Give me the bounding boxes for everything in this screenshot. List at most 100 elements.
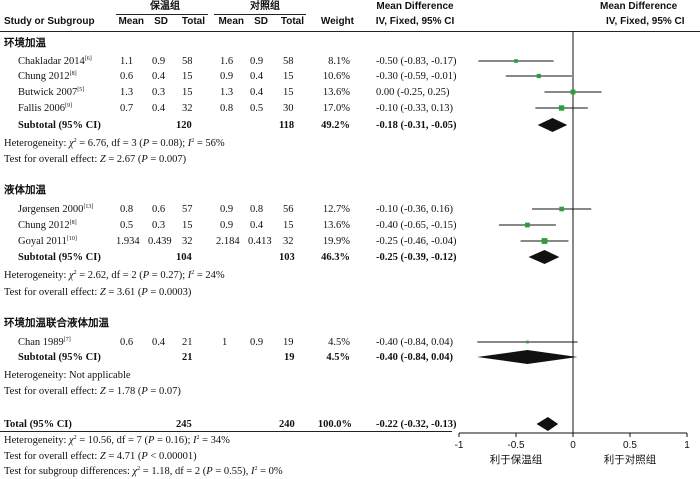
exp-mean: 0.8 — [120, 204, 134, 215]
study-name: Goyal 2011[10] — [18, 236, 77, 247]
exp-mean: 0.5 — [120, 220, 134, 231]
col-md-plot: Mean Difference — [600, 1, 678, 12]
study-name: Chakladar 2014[6] — [18, 56, 92, 67]
study-weight: 13.6% — [322, 87, 350, 98]
study-weight: 12.7% — [322, 204, 350, 215]
subtotal-exp-total: 120 — [176, 120, 192, 131]
subtotal-diamond — [477, 350, 578, 364]
subtotal-ctl-total: 103 — [279, 252, 295, 263]
subtotal-label: Subtotal (95% CI) — [18, 120, 101, 131]
study-weight: 10.6% — [322, 71, 350, 82]
subtotal-ctl-total: 19 — [284, 352, 295, 363]
study-name: Chung 2012[8] — [18, 71, 77, 82]
ctl-sd: 0.4 — [250, 220, 264, 231]
exp-total: 32 — [182, 236, 193, 247]
col-total-exp: Total — [181, 16, 205, 27]
x-tick-label: 0 — [570, 440, 576, 451]
study-name: Fallis 2006[9] — [18, 103, 72, 114]
study-weight: 19.9% — [322, 236, 350, 247]
study-ci: 0.00 (-0.25, 0.25) — [376, 87, 450, 98]
total-ctl-total: 240 — [279, 419, 295, 430]
subgroup-title: 液体加温 — [4, 184, 46, 196]
exp-mean: 1.934 — [116, 236, 140, 247]
ctl-mean: 0.9 — [220, 71, 234, 82]
heterogeneity-text: Heterogeneity: Not applicable — [4, 370, 131, 381]
study-effect-marker — [559, 206, 564, 212]
exp-mean: 1.3 — [120, 87, 134, 98]
exp-sd: 0.439 — [148, 236, 172, 247]
exp-sd: 0.3 — [152, 87, 166, 98]
exp-sd: 0.9 — [152, 56, 166, 67]
subtotal-label: Subtotal (95% CI) — [18, 352, 101, 363]
study-ci: -0.40 (-0.65, -0.15) — [376, 220, 457, 231]
ctl-total: 15 — [283, 220, 294, 231]
exp-total: 58 — [182, 56, 193, 67]
study-ci: -0.30 (-0.59, -0.01) — [376, 71, 457, 82]
exp-mean: 1.1 — [120, 56, 134, 67]
ctl-mean: 1.3 — [220, 87, 234, 98]
x-tick-label: -1 — [455, 440, 464, 451]
total-weight: 100.0% — [317, 419, 352, 430]
subtotal-weight: 4.5% — [326, 352, 350, 363]
exp-total: 32 — [182, 103, 193, 114]
ctl-total: 56 — [283, 204, 294, 215]
study-name: Jørgensen 2000[13] — [18, 204, 94, 215]
study-effect-marker — [525, 222, 530, 228]
exp-mean: 0.7 — [120, 103, 134, 114]
study-weight: 17.0% — [322, 103, 350, 114]
study-ci: -0.50 (-0.83, -0.17) — [376, 56, 457, 67]
ctl-mean: 0.9 — [220, 220, 234, 231]
col-study: Study or Subgroup — [4, 16, 95, 27]
study-name: Chung 2012[8] — [18, 220, 77, 231]
subtotal-weight: 49.2% — [321, 120, 350, 131]
subtotal-ci: -0.25 (-0.39, -0.12) — [376, 252, 457, 263]
col-total-ctl: Total — [280, 16, 304, 27]
total-diamond — [536, 417, 559, 431]
overall-effect-text: Test for overall effect: Z = 3.61 (P = 0… — [4, 287, 192, 298]
exp-total: 21 — [182, 337, 193, 348]
col-sd-exp: SD — [154, 16, 168, 27]
exp-mean: 0.6 — [120, 337, 134, 348]
total-exp-total: 245 — [176, 419, 192, 430]
total-heterogeneity-text: Heterogeneity: χ2 = 10.56, df = 7 (P = 0… — [4, 435, 230, 446]
favours-right-label: 利于对照组 — [604, 453, 657, 466]
ctl-mean: 1.6 — [220, 56, 234, 67]
exp-total: 15 — [182, 220, 193, 231]
study-name: Butwick 2007[5] — [18, 87, 85, 98]
subgroup-title: 环境加温联合液体加温 — [4, 317, 109, 329]
ctl-mean: 2.184 — [216, 236, 240, 247]
exp-group-underline — [116, 14, 208, 15]
overall-effect-text: Test for overall effect: Z = 1.78 (P = 0… — [4, 386, 181, 397]
ctl-sd: 0.8 — [250, 204, 264, 215]
col-md-text: Mean Difference — [376, 1, 454, 12]
study-effect-marker — [514, 59, 518, 63]
ctl-total: 15 — [283, 71, 294, 82]
x-tick-label: -0.5 — [507, 440, 525, 451]
col-mean-exp: Mean — [118, 16, 144, 27]
overall-effect-text: Test for overall effect: Z = 2.67 (P = 0… — [4, 154, 187, 165]
ctl-sd: 0.9 — [250, 56, 264, 67]
study-effect-marker — [570, 89, 576, 95]
ctl-group-underline — [214, 14, 306, 15]
subtotal-ctl-total: 118 — [279, 120, 295, 131]
ctl-sd: 0.9 — [250, 337, 264, 348]
ctl-mean: 0.8 — [220, 103, 234, 114]
heterogeneity-text: Heterogeneity: χ2 = 2.62, df = 2 (P = 0.… — [4, 270, 225, 281]
study-effect-marker — [526, 340, 529, 344]
favours-left-label: 利于保温组 — [490, 453, 543, 466]
study-weight: 8.1% — [328, 56, 350, 67]
col-sd-ctl: SD — [254, 16, 268, 27]
heterogeneity-text: Heterogeneity: χ2 = 6.76, df = 3 (P = 0.… — [4, 138, 225, 149]
study-name: Chan 1989[7] — [18, 337, 71, 348]
ctl-total: 19 — [283, 337, 294, 348]
col-mean-ctl: Mean — [218, 16, 244, 27]
study-ci: -0.10 (-0.33, 0.13) — [376, 103, 453, 114]
col-weight: Weight — [320, 16, 354, 27]
ctl-sd: 0.4 — [250, 71, 264, 82]
ctl-sd: 0.413 — [248, 236, 272, 247]
subtotal-ci: -0.18 (-0.31, -0.05) — [376, 120, 457, 131]
total-label: Total (95% CI) — [4, 419, 72, 430]
ctl-sd: 0.5 — [250, 103, 264, 114]
exp-total: 57 — [182, 204, 193, 215]
